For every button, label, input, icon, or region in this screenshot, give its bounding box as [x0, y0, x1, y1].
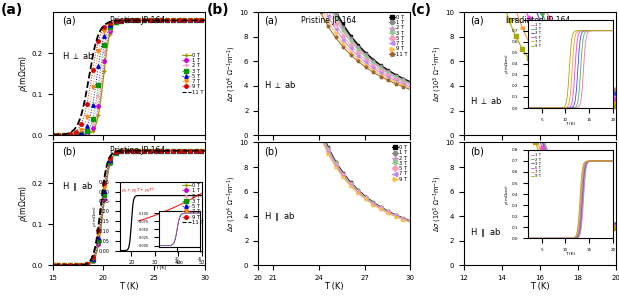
Text: (b): (b) [264, 146, 278, 156]
X-axis label: T (K): T (K) [324, 282, 344, 292]
Y-axis label: $\Delta\sigma$ (10$^3$ $\Omega^{-1}$m$^{-1}$): $\Delta\sigma$ (10$^3$ $\Omega^{-1}$m$^{… [431, 175, 444, 232]
Text: H $\parallel$ ab: H $\parallel$ ab [264, 210, 295, 223]
Text: (a): (a) [62, 16, 76, 26]
X-axis label: T (K): T (K) [530, 282, 550, 292]
X-axis label: T (K): T (K) [119, 282, 139, 292]
Text: (c): (c) [411, 3, 432, 17]
Legend: 0 T, 1 T, 2 T, 3 T, 5 T, 7 T, 9 T, 11 T: 0 T, 1 T, 2 T, 3 T, 5 T, 7 T, 9 T, 11 T [181, 183, 204, 225]
Y-axis label: $\Delta\sigma$ (10$^4$ $\Omega^{-1}$m$^{-1}$): $\Delta\sigma$ (10$^4$ $\Omega^{-1}$m$^{… [226, 175, 238, 232]
Text: Pristine JP-164: Pristine JP-164 [110, 16, 166, 25]
Text: Pristine JP-164: Pristine JP-164 [301, 16, 356, 25]
Y-axis label: $\Delta\sigma$ (10$^3$ $\Omega^{-1}$m$^{-1}$): $\Delta\sigma$ (10$^3$ $\Omega^{-1}$m$^{… [431, 45, 444, 102]
Text: H $\perp$ ab: H $\perp$ ab [264, 79, 297, 90]
Text: H $\perp$ ab: H $\perp$ ab [62, 50, 95, 61]
Text: (b): (b) [62, 146, 76, 156]
Text: Pristine JP-164: Pristine JP-164 [110, 146, 166, 155]
Text: (a): (a) [470, 16, 483, 26]
Text: (b): (b) [470, 146, 483, 156]
Text: (b): (b) [207, 3, 230, 17]
Legend: 0 T, 1 T, 2 T, 3 T, 5 T, 7 T, 9 T, 11 T: 0 T, 1 T, 2 T, 3 T, 5 T, 7 T, 9 T, 11 T [181, 53, 204, 95]
Text: H $\perp$ ab: H $\perp$ ab [470, 95, 503, 106]
Text: Irradiated JP-164: Irradiated JP-164 [506, 16, 571, 25]
Text: (a): (a) [1, 3, 24, 17]
Y-axis label: $\Delta\sigma$ (10$^4$ $\Omega^{-1}$m$^{-1}$): $\Delta\sigma$ (10$^4$ $\Omega^{-1}$m$^{… [226, 45, 238, 102]
Text: H $\parallel$ ab: H $\parallel$ ab [62, 180, 93, 193]
Text: H $\parallel$ ab: H $\parallel$ ab [470, 226, 501, 239]
Y-axis label: $\rho$(m$\Omega$cm): $\rho$(m$\Omega$cm) [17, 185, 30, 222]
Text: (a): (a) [264, 16, 278, 26]
Legend: 0 T, 1 T, 2 T, 3 T, 5 T, 7 T, 9 T: 0 T, 1 T, 2 T, 3 T, 5 T, 7 T, 9 T [392, 145, 408, 182]
Y-axis label: $\rho$(m$\Omega$cm): $\rho$(m$\Omega$cm) [17, 55, 30, 92]
Legend: 0 T, 1 T, 2 T, 3 T, 5 T, 7 T, 9 T, 11 T: 0 T, 1 T, 2 T, 3 T, 5 T, 7 T, 9 T, 11 T [389, 15, 408, 57]
